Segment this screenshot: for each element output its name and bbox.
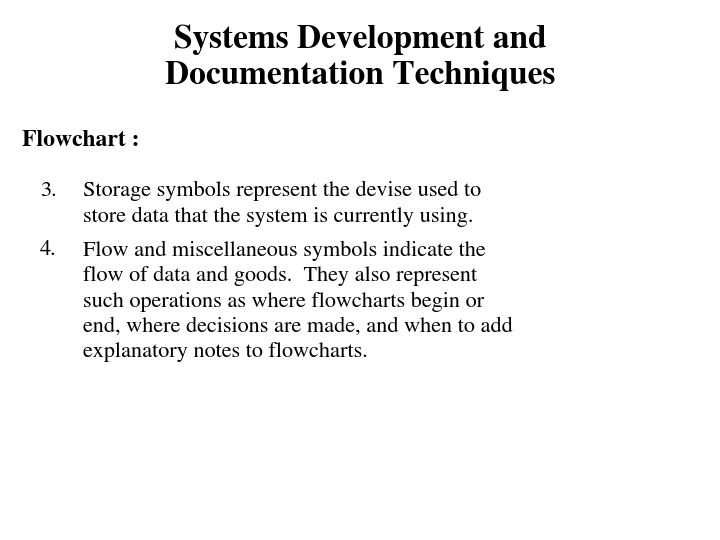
Text: Storage symbols represent the devise used to
store data that the system is curre: Storage symbols represent the devise use…: [83, 181, 481, 227]
Text: Flow and miscellaneous symbols indicate the
flow of data and goods.  They also r: Flow and miscellaneous symbols indicate …: [83, 240, 513, 362]
Text: Systems Development and
Documentation Techniques: Systems Development and Documentation Te…: [165, 24, 555, 91]
Text: 4.: 4.: [40, 240, 56, 260]
Text: 3.: 3.: [40, 181, 56, 201]
Text: Flowchart :: Flowchart :: [22, 130, 139, 151]
